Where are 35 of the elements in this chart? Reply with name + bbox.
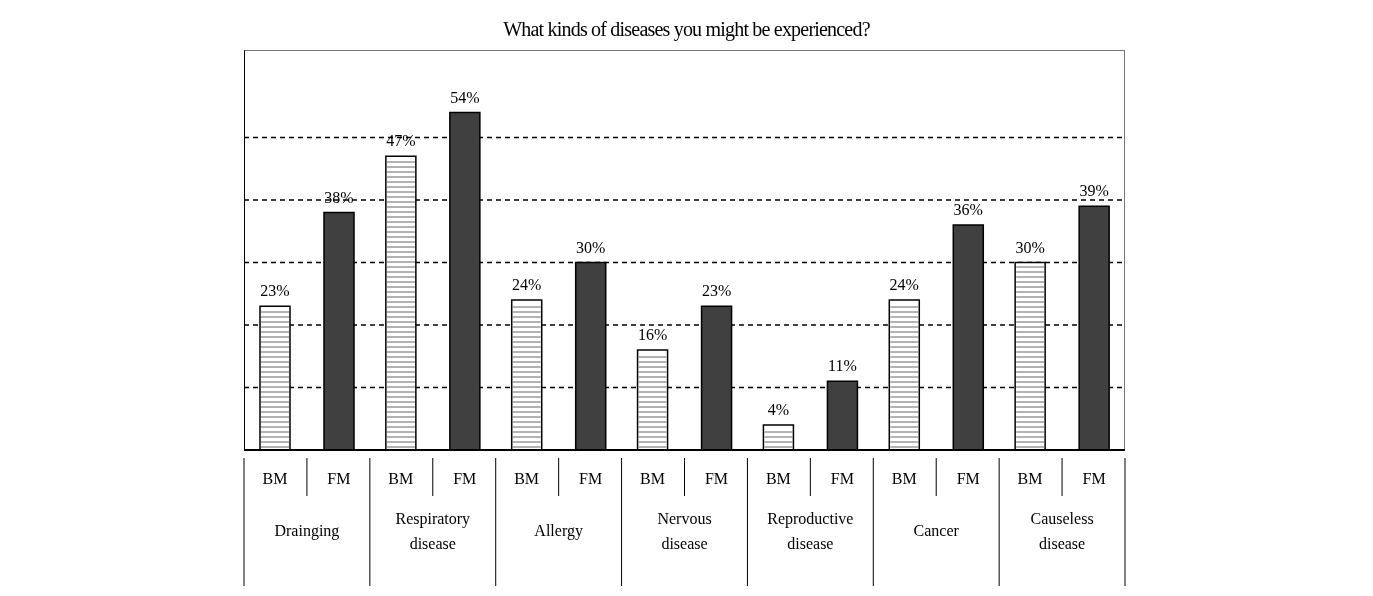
x-tick-label: Cancer	[913, 522, 960, 539]
text: FM	[1082, 470, 1106, 487]
x-tick-label: Allergy	[534, 522, 583, 540]
series-label: BM	[262, 470, 288, 487]
data-label: 23%	[701, 282, 732, 300]
data-label: 24%	[889, 276, 919, 293]
data-label: 16%	[637, 326, 668, 343]
text: BM	[388, 470, 414, 487]
text: FM	[956, 470, 980, 487]
text: FM	[453, 470, 477, 487]
data-label: 30%	[1015, 238, 1045, 256]
text: BM	[514, 470, 540, 487]
data-label: 24%	[512, 276, 542, 293]
x-tick-label: Respiratory disease	[395, 510, 471, 552]
data-label: 11%	[828, 357, 857, 375]
text: BM	[640, 470, 665, 487]
data-label: 54%	[450, 88, 480, 106]
text: BM	[1017, 470, 1043, 487]
data-label: 4%	[767, 401, 790, 418]
text: BM	[891, 470, 917, 487]
chart-title: What kinds of diseases you might be experienced?	[502, 18, 871, 41]
data-label: 30%	[576, 238, 606, 256]
data-label: 38%	[324, 188, 354, 206]
x-tick-label: Nervous disease	[657, 510, 712, 552]
data-label: 23%	[260, 282, 290, 300]
text: FM	[830, 470, 854, 487]
data-label: 36%	[953, 201, 983, 218]
text: BM	[765, 470, 791, 487]
text: FM	[704, 470, 729, 487]
text: FM	[579, 470, 603, 487]
x-tick-label: Reproductive disease	[767, 510, 854, 552]
x-tick-label: Causeless disease	[1030, 510, 1094, 552]
x-tick-label: Drainging	[274, 522, 340, 540]
data-label: 39%	[1079, 182, 1109, 200]
legend-label: FM	[327, 470, 351, 487]
